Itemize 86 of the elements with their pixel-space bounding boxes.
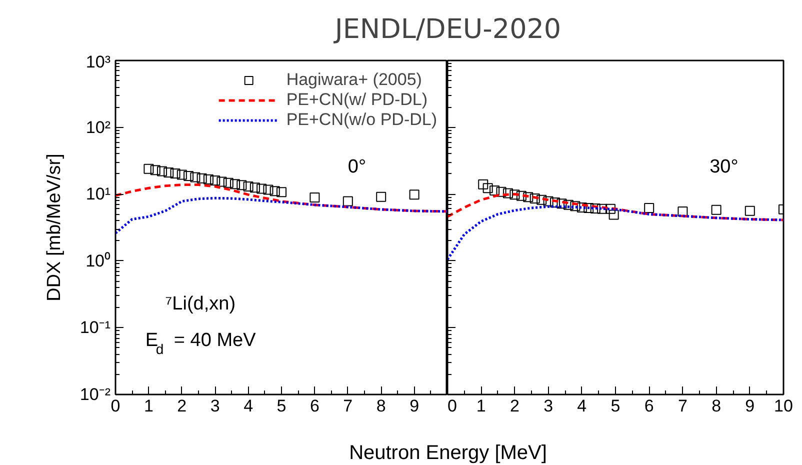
point bbox=[590, 203, 600, 214]
point bbox=[605, 204, 616, 214]
point bbox=[409, 190, 420, 200]
point bbox=[276, 187, 286, 198]
point bbox=[184, 170, 194, 181]
legend-label: Hagiwara+ (2005) bbox=[286, 70, 422, 90]
point bbox=[523, 192, 534, 202]
point bbox=[744, 206, 755, 216]
point bbox=[376, 192, 386, 202]
x-tick-label: 4 bbox=[244, 396, 254, 416]
x-tick-label: 1 bbox=[476, 396, 486, 416]
x-tick-label: 9 bbox=[410, 396, 420, 416]
point bbox=[256, 184, 267, 194]
x-tick-label: 7 bbox=[343, 396, 353, 416]
x-tick-label: 0 bbox=[110, 396, 120, 416]
x-tick-label: 5 bbox=[610, 396, 620, 416]
y-tick-label: 10² bbox=[86, 118, 111, 137]
point bbox=[510, 190, 520, 200]
line-series bbox=[116, 196, 447, 234]
point bbox=[236, 180, 247, 190]
x-tick-label: 6 bbox=[644, 396, 654, 416]
point bbox=[576, 202, 587, 213]
chart-title: JENDL/DEU-2020 bbox=[334, 13, 562, 47]
y-tick-label: 10¹ bbox=[86, 184, 111, 204]
point bbox=[223, 178, 234, 188]
x-tick-label: 2 bbox=[177, 396, 187, 416]
x-tick-label: 3 bbox=[544, 396, 554, 416]
y-tick-label: 10⁰ bbox=[86, 251, 111, 270]
point bbox=[597, 204, 608, 214]
x-tick-label: 8 bbox=[376, 396, 386, 416]
x-tick-label: 3 bbox=[210, 396, 220, 416]
point bbox=[230, 179, 240, 190]
point bbox=[556, 198, 567, 209]
point bbox=[490, 186, 500, 196]
x-tick-label: 2 bbox=[510, 396, 520, 416]
point bbox=[243, 181, 254, 192]
point bbox=[144, 164, 154, 174]
y-tick-label: 10⁻² bbox=[80, 385, 111, 404]
point bbox=[170, 168, 180, 179]
point bbox=[516, 190, 526, 201]
point bbox=[196, 173, 207, 184]
point bbox=[190, 172, 200, 182]
x-tick-label: 9 bbox=[745, 396, 755, 416]
x-tick-label: 10 bbox=[774, 396, 793, 416]
point bbox=[678, 206, 688, 216]
annotation: ⁷Li(d,xn) bbox=[165, 293, 236, 314]
legend-label: PE+CN(w/ PD-DL) bbox=[286, 90, 428, 110]
annotation: 30° bbox=[710, 156, 738, 178]
x-tick-label: 7 bbox=[678, 396, 688, 416]
point bbox=[563, 200, 574, 210]
x-tick-label: 4 bbox=[577, 396, 587, 416]
point bbox=[530, 193, 540, 204]
point bbox=[570, 201, 580, 212]
y-tick-label: 10⁻¹ bbox=[80, 318, 111, 338]
point bbox=[203, 174, 214, 184]
point bbox=[502, 188, 513, 198]
x-axis-title: Neutron Energy [MeV] bbox=[349, 441, 547, 465]
point bbox=[342, 196, 353, 206]
point bbox=[150, 165, 160, 176]
point bbox=[550, 197, 560, 208]
point bbox=[482, 183, 493, 194]
point bbox=[176, 170, 187, 180]
point bbox=[711, 204, 722, 215]
point bbox=[270, 186, 280, 196]
point bbox=[216, 176, 227, 187]
point bbox=[164, 167, 174, 178]
point bbox=[543, 196, 554, 206]
x-tick-label: 0 bbox=[448, 396, 457, 416]
x-tick-label: 5 bbox=[276, 396, 286, 416]
y-tick-label: 10³ bbox=[86, 52, 111, 72]
point bbox=[250, 182, 260, 193]
point bbox=[210, 175, 220, 186]
y-axis-title: DDX [mb/MeV/sr] bbox=[44, 154, 65, 302]
x-tick-label: 8 bbox=[712, 396, 722, 416]
x-tick-label: 1 bbox=[144, 396, 154, 416]
point bbox=[536, 194, 547, 205]
annotation: 0° bbox=[348, 156, 366, 178]
legend-label: PE+CN(w/o PD-DL) bbox=[286, 110, 437, 130]
x-tick-label: 6 bbox=[310, 396, 320, 416]
point bbox=[608, 210, 619, 220]
point bbox=[310, 192, 320, 202]
point bbox=[263, 184, 274, 195]
point bbox=[496, 186, 506, 197]
point bbox=[644, 202, 654, 213]
point bbox=[478, 179, 488, 190]
point bbox=[156, 166, 167, 176]
